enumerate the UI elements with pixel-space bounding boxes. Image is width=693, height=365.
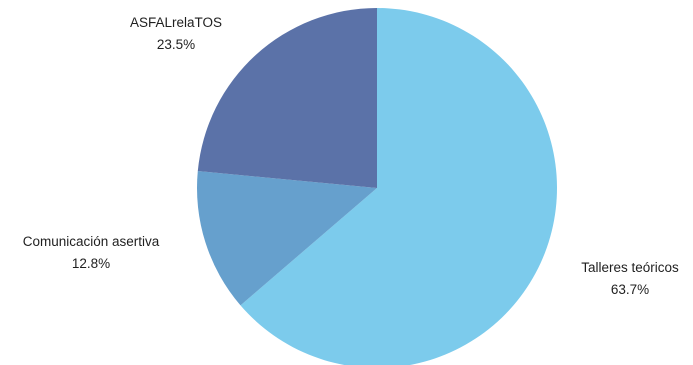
slice-label-comunicacion: Comunicación asertiva — [23, 234, 160, 249]
pie-slice-asfal — [197, 8, 377, 188]
pie-slice-talleres — [240, 8, 557, 365]
slice-value-comunicacion: 12.8% — [72, 256, 110, 271]
pie-slices — [197, 8, 557, 365]
pie-slice-comunicacion — [197, 171, 377, 306]
slice-label-asfal: ASFALrelaTOS — [130, 15, 222, 30]
slice-value-asfal: 23.5% — [157, 37, 195, 52]
slice-label-talleres: Talleres teóricos — [581, 260, 679, 275]
slice-value-talleres: 63.7% — [611, 282, 649, 297]
